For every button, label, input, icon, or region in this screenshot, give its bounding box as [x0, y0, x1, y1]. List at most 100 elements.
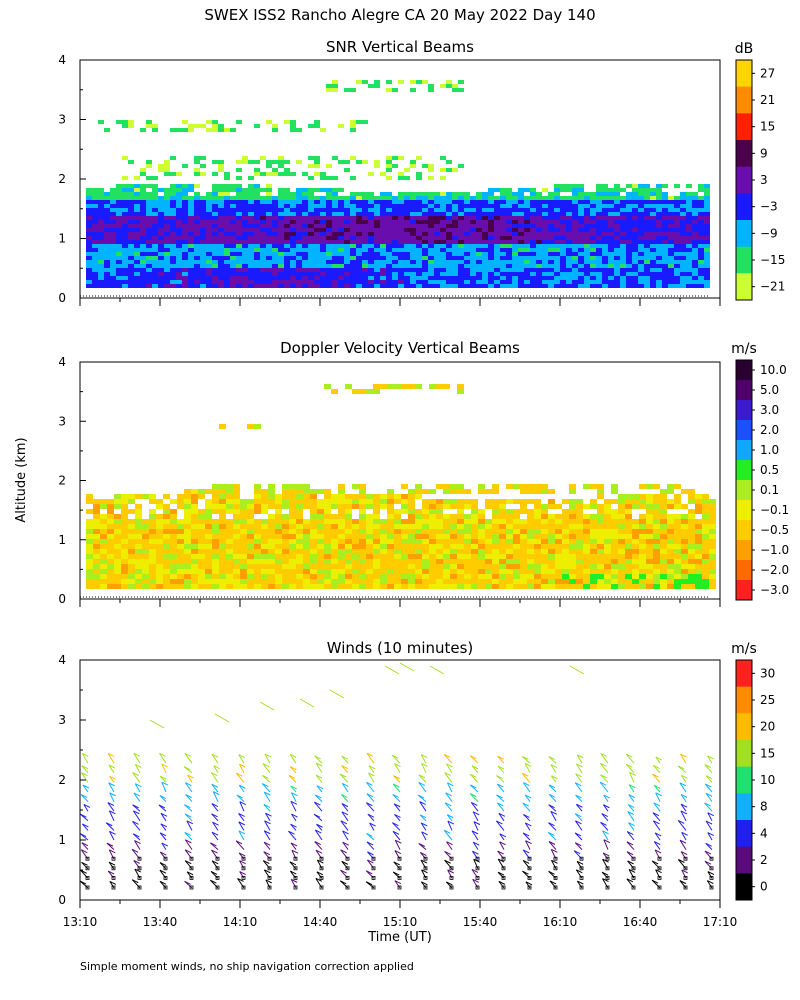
doppler-cell: [569, 544, 576, 549]
doppler-cell: [604, 559, 611, 564]
snr-cell: [596, 256, 602, 260]
doppler-cell: [226, 509, 233, 514]
snr-cell: [476, 240, 482, 244]
snr-cell: [164, 160, 170, 164]
wind-barb-flag: [235, 840, 243, 845]
snr-cell: [182, 200, 188, 204]
snr-cell: [362, 224, 368, 228]
doppler-cell: [520, 524, 527, 529]
snr-cell: [524, 256, 530, 260]
doppler-cell: [625, 574, 632, 579]
wind-barb-flag: [314, 841, 321, 846]
doppler-cell: [436, 569, 443, 574]
snr-cell: [500, 272, 506, 276]
snr-cell: [458, 80, 464, 84]
snr-cell: [278, 224, 284, 228]
doppler-cell: [681, 564, 688, 569]
snr-cell: [182, 252, 188, 256]
wind-barb-flag: [211, 813, 218, 818]
doppler-cell: [338, 539, 345, 544]
snr-cell: [284, 232, 290, 236]
y-tick-label: 4: [58, 53, 66, 67]
doppler-cell: [520, 519, 527, 524]
snr-cell: [338, 216, 344, 220]
snr-cell: [332, 284, 338, 288]
snr-cell: [254, 216, 260, 220]
doppler-cell: [212, 549, 219, 554]
doppler-cell: [156, 514, 163, 519]
doppler-cell: [163, 564, 170, 569]
snr-cell: [416, 256, 422, 260]
snr-cell: [704, 280, 710, 284]
doppler-cell: [317, 559, 324, 564]
snr-cell: [236, 160, 242, 164]
snr-cell: [608, 200, 614, 204]
snr-cell: [458, 220, 464, 224]
snr-cell: [284, 280, 290, 284]
snr-cell: [656, 184, 662, 188]
snr-cell: [650, 244, 656, 248]
snr-cell: [704, 208, 710, 212]
snr-cell: [272, 216, 278, 220]
snr-cell: [584, 272, 590, 276]
snr-cell: [500, 236, 506, 240]
doppler-cell: [380, 534, 387, 539]
snr-cell: [392, 88, 398, 92]
doppler-cell: [254, 424, 261, 429]
doppler-cell: [345, 554, 352, 559]
wind-barb: [210, 772, 219, 783]
doppler-cell: [275, 529, 282, 534]
doppler-cell: [156, 534, 163, 539]
doppler-cell: [268, 584, 275, 589]
snr-cell: [326, 244, 332, 248]
snr-cell: [296, 128, 302, 132]
snr-cell: [572, 224, 578, 228]
snr-cell: [482, 220, 488, 224]
doppler-cell: [268, 554, 275, 559]
snr-cell: [482, 252, 488, 256]
snr-cell: [248, 224, 254, 228]
snr-cell: [536, 264, 542, 268]
doppler-cell: [401, 539, 408, 544]
doppler-cell: [247, 524, 254, 529]
snr-cell: [92, 264, 98, 268]
snr-cell: [602, 208, 608, 212]
wind-barb: [239, 860, 245, 870]
doppler-cell: [191, 539, 198, 544]
snr-cell: [506, 244, 512, 248]
calm-marker: [137, 856, 142, 861]
snr-cell: [626, 252, 632, 256]
snr-cell: [560, 248, 566, 252]
snr-cell: [212, 244, 218, 248]
doppler-cell: [198, 529, 205, 534]
snr-cell: [200, 256, 206, 260]
snr-cell: [416, 192, 422, 196]
wind-barb-flag: [161, 842, 169, 847]
doppler-cell: [233, 494, 240, 499]
snr-cell: [392, 272, 398, 276]
wind-barb-flag: [315, 829, 322, 834]
doppler-cell: [240, 509, 247, 514]
doppler-cell: [394, 514, 401, 519]
doppler-cell: [170, 554, 177, 559]
doppler-cell: [226, 584, 233, 589]
snr-cell: [626, 216, 632, 220]
doppler-cell: [695, 504, 702, 509]
snr-cell: [92, 260, 98, 264]
wind-barb-flag: [315, 877, 323, 882]
snr-cell: [692, 192, 698, 196]
snr-cell: [578, 248, 584, 252]
snr-cell: [320, 200, 326, 204]
snr-cell: [134, 192, 140, 196]
snr-cell: [128, 220, 134, 224]
snr-cell: [176, 216, 182, 220]
snr-cell: [278, 252, 284, 256]
snr-cell: [680, 272, 686, 276]
snr-cell: [692, 280, 698, 284]
doppler-cell: [450, 529, 457, 534]
snr-cell: [98, 280, 104, 284]
snr-cell: [530, 256, 536, 260]
snr-cell: [470, 268, 476, 272]
doppler-cell: [492, 544, 499, 549]
snr-cell: [506, 216, 512, 220]
